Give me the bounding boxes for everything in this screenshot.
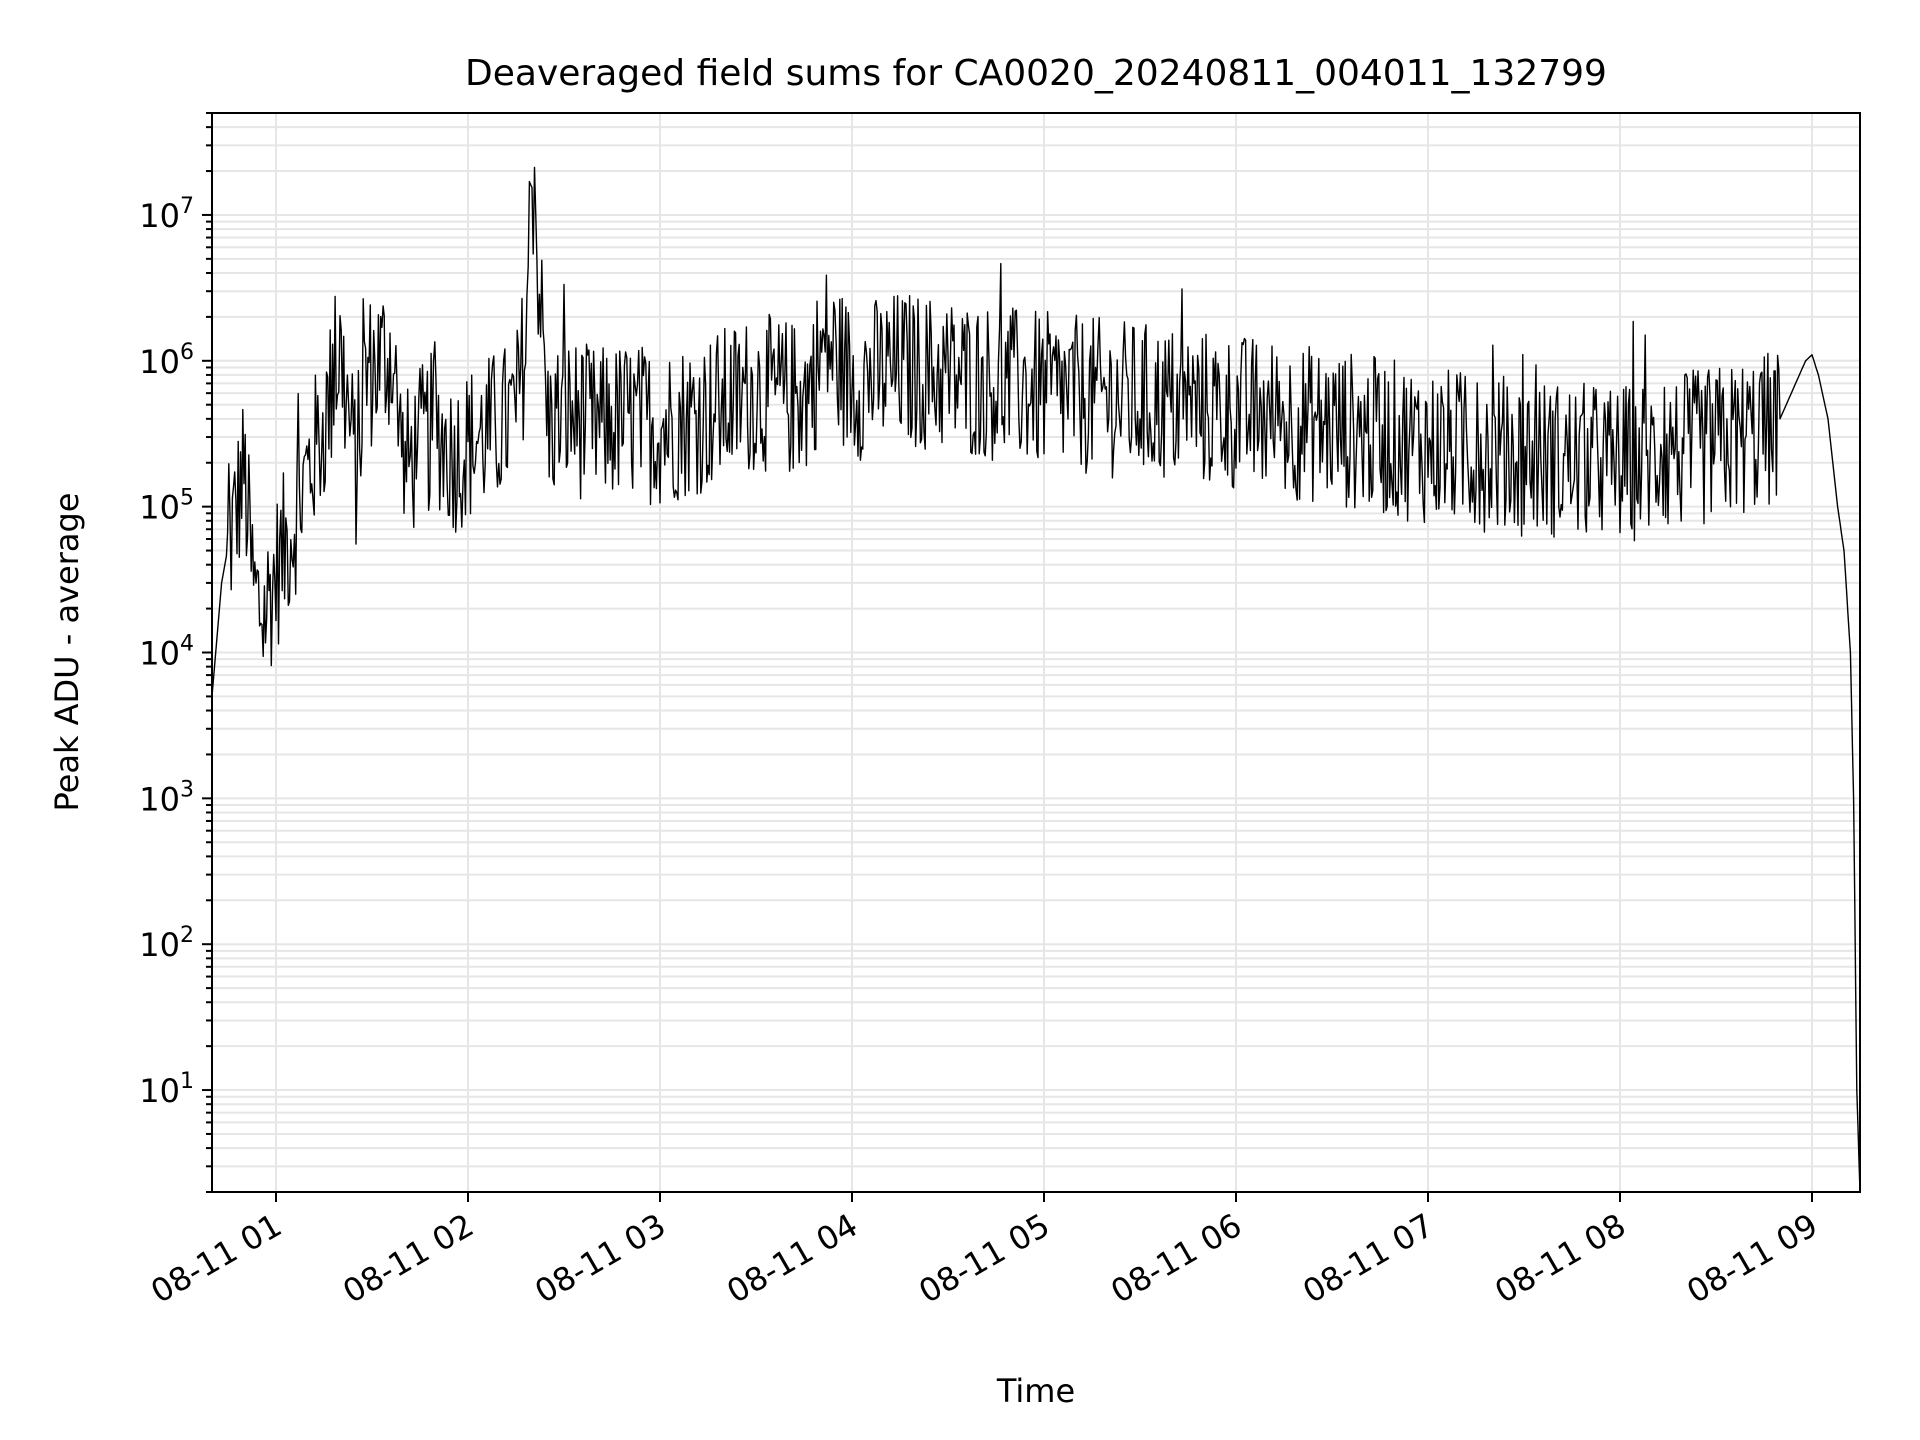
y-tick-label: 101 (139, 1069, 194, 1110)
series-line (211, 166, 1861, 1193)
y-tick-label: 107 (139, 194, 194, 235)
y-tick-label: 104 (139, 632, 194, 673)
y-tick-label: 102 (139, 923, 194, 964)
data-layer (211, 166, 1861, 1193)
y-tick-label: 103 (139, 777, 194, 818)
y-axis-ticks: 101 102 103 104 105 106 107 (139, 112, 212, 1193)
y-tick-label: 106 (139, 340, 194, 381)
y-tick-label: 105 (139, 486, 194, 527)
y-axis-label: Peak ADU - average (48, 493, 86, 812)
grid (212, 112, 1860, 1193)
x-axis-label: Time (996, 1372, 1075, 1410)
chart-title: Deaveraged field sums for CA0020_2024081… (465, 53, 1607, 94)
